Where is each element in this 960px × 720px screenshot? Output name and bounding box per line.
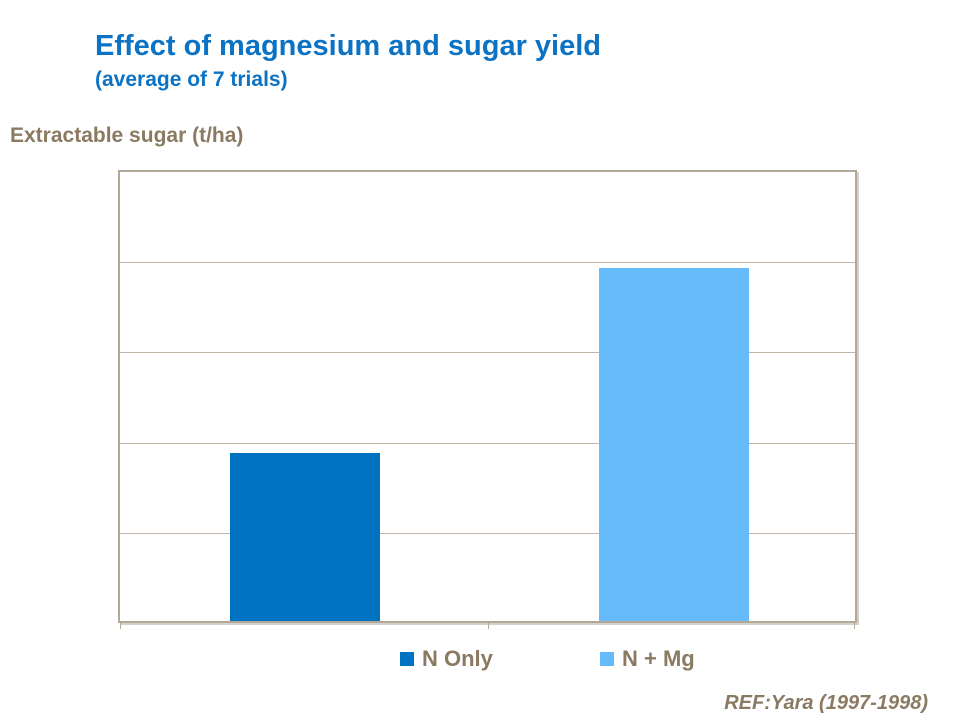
x-axis-tick xyxy=(854,621,855,629)
bar-n-only[interactable] xyxy=(229,453,380,621)
reference-note: REF:Yara (1997-1998) xyxy=(724,692,928,714)
bar-n-mg[interactable] xyxy=(599,267,750,621)
x-axis-tick xyxy=(120,621,121,629)
chart-subtitle: (average of 7 trials) xyxy=(95,68,288,91)
gridline xyxy=(120,533,855,535)
gridline xyxy=(120,352,855,354)
chart-legend: N Only N + Mg xyxy=(0,644,960,674)
gridline xyxy=(120,261,855,263)
y-axis-title: Extractable sugar (t/ha) xyxy=(10,124,244,147)
chart-title: Effect of magnesium and sugar yield xyxy=(95,30,601,62)
legend-label: N Only xyxy=(422,646,493,671)
gridline xyxy=(120,442,855,444)
legend-swatch-icon xyxy=(400,652,414,666)
legend-swatch-icon xyxy=(600,652,614,666)
x-axis-tick xyxy=(487,621,489,629)
legend-entry-n-mg[interactable]: N + Mg xyxy=(600,644,695,674)
legend-label: N + Mg xyxy=(622,646,695,671)
legend-entry-n-only[interactable]: N Only xyxy=(400,644,493,674)
plot-area xyxy=(118,170,857,629)
